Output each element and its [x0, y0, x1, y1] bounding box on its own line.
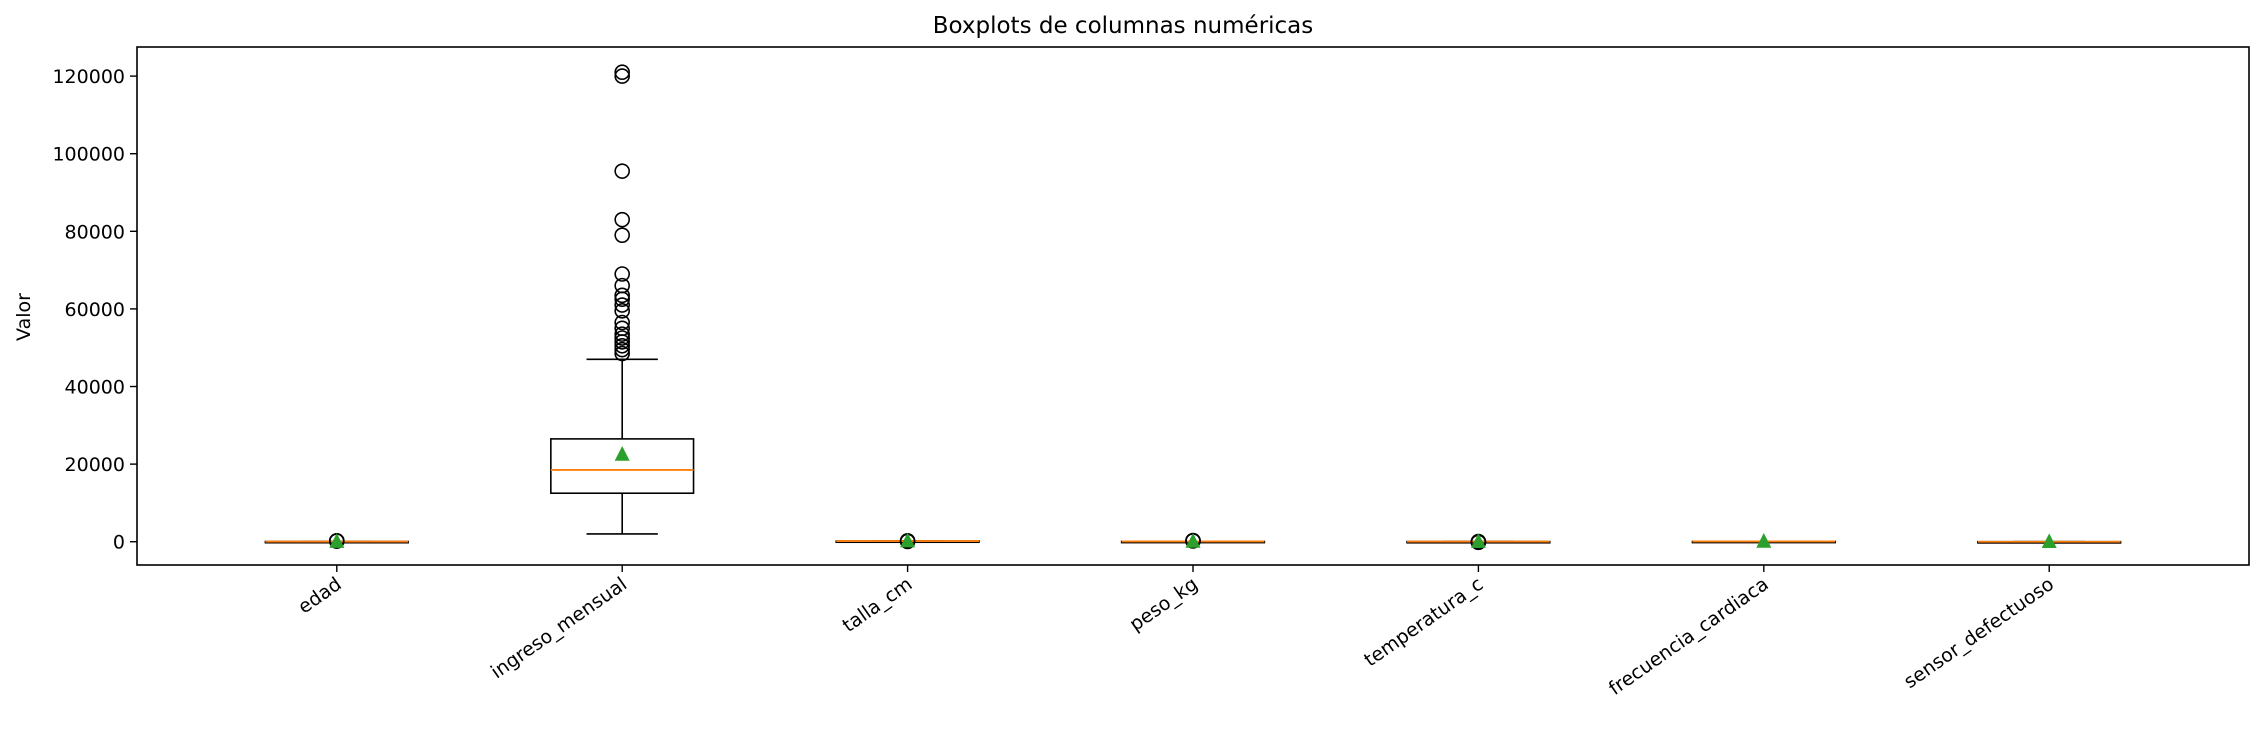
y-tick-label: 0 — [113, 532, 125, 554]
outlier-point — [614, 341, 630, 358]
outlier-point — [614, 297, 630, 313]
mean-marker — [614, 446, 630, 461]
outlier-point — [614, 320, 630, 337]
chart-title: Boxplots de columnas numéricas — [933, 13, 1314, 39]
outlier-point — [614, 277, 630, 294]
y-tick-label: 120000 — [52, 66, 125, 88]
mean-marker — [900, 532, 916, 548]
y-axis-label: Valor — [13, 293, 35, 341]
y-tick-label: 80000 — [65, 221, 125, 243]
outlier-point — [614, 266, 630, 282]
outlier-point — [614, 330, 630, 346]
outlier-point — [614, 163, 630, 179]
outlier-point — [614, 345, 630, 362]
outlier-point — [614, 211, 630, 228]
outlier-point — [614, 326, 630, 342]
mean-marker — [329, 533, 345, 548]
outlier-point — [614, 303, 630, 319]
mean-marker — [1185, 533, 1201, 548]
outlier-point — [614, 68, 630, 84]
y-tick-label: 100000 — [52, 144, 125, 166]
y-tick-label: 60000 — [65, 299, 125, 321]
outlier-point — [614, 64, 630, 81]
outlier-point — [614, 337, 630, 354]
outlier-point — [614, 227, 630, 243]
mean-marker — [1470, 533, 1486, 548]
y-tick-label: 40000 — [65, 377, 125, 399]
box — [550, 438, 695, 495]
mean-marker — [2041, 533, 2057, 549]
axes-frame — [136, 46, 2250, 566]
mean-marker — [1756, 533, 1772, 548]
y-tick-label: 20000 — [65, 454, 125, 476]
outlier-point — [614, 287, 630, 304]
outlier-point — [614, 314, 630, 331]
